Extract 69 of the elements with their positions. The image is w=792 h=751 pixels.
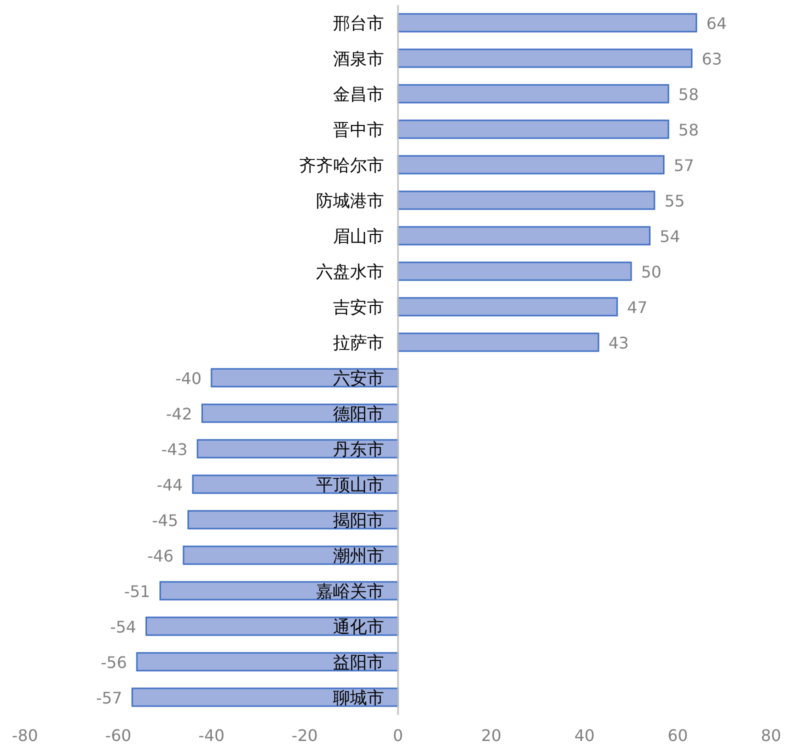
bar [397, 332, 600, 352]
bar [397, 297, 618, 316]
data-label: 58 [678, 120, 699, 140]
data-label: 43 [608, 333, 629, 352]
data-label: -40 [175, 368, 202, 388]
data-label: -43 [161, 440, 188, 459]
data-label: -46 [147, 546, 174, 566]
data-label: -51 [124, 582, 150, 601]
bar [182, 546, 399, 565]
y-tick-label: 齐齐哈尔市 [299, 156, 384, 176]
data-label: 64 [706, 14, 727, 33]
data-label: -44 [156, 475, 183, 494]
data-label: 55 [664, 191, 685, 210]
y-tick-label: 晋中市 [333, 120, 384, 140]
bar [210, 368, 399, 388]
y-tick-label: 益阳市 [333, 652, 384, 673]
data-label: -56 [100, 652, 127, 672]
y-tick-label: 六安市 [333, 368, 384, 389]
bar [136, 652, 399, 672]
bar [192, 474, 399, 494]
bar [131, 688, 399, 707]
y-tick-label: 丹东市 [333, 440, 384, 460]
x-tick-label: -20 [292, 726, 318, 745]
y-tick-label: 德阳市 [333, 404, 384, 424]
bar [397, 120, 670, 139]
x-tick-label: -40 [198, 726, 225, 745]
bar [201, 404, 399, 423]
data-label: -42 [166, 404, 192, 424]
bar [397, 190, 656, 210]
y-tick-label: 六盘水市 [316, 262, 384, 282]
x-tick-label: 0 [392, 726, 404, 745]
data-label: 50 [641, 262, 662, 282]
y-tick-label: 吉安市 [333, 298, 384, 318]
bar [397, 155, 665, 174]
data-label: -45 [152, 510, 178, 530]
y-tick-label: 潮州市 [333, 546, 384, 566]
y-tick-label: 酒泉市 [333, 49, 384, 70]
y-tick-label: 邢台市 [333, 14, 384, 34]
y-tick-label: 防城港市 [316, 191, 384, 212]
data-label: 57 [674, 156, 694, 175]
x-tick-label: 40 [574, 726, 595, 745]
y-tick-label: 平顶山市 [316, 475, 384, 496]
y-tick-label: 眉山市 [333, 226, 384, 247]
bar [397, 84, 670, 104]
bar [397, 262, 632, 281]
y-tick-label: 拉萨市 [333, 333, 384, 354]
x-tick-label: -60 [105, 726, 132, 745]
data-label: 63 [702, 49, 722, 68]
data-label: -57 [96, 688, 122, 708]
bar [145, 616, 399, 636]
data-label: 47 [627, 298, 648, 317]
data-label: 54 [660, 226, 680, 246]
y-tick-label: 通化市 [333, 617, 384, 638]
x-tick-label: 20 [481, 726, 502, 745]
y-tick-label: 嘉峪关市 [316, 582, 384, 602]
bar [159, 581, 399, 600]
data-label: 58 [678, 84, 699, 104]
data-label: -54 [110, 617, 136, 636]
x-tick-label: 60 [668, 726, 688, 745]
y-tick-label: 聊城市 [333, 688, 384, 708]
bar [397, 48, 692, 68]
y-tick-label: 金昌市 [333, 84, 384, 105]
x-tick-label: -80 [12, 726, 38, 745]
bar [397, 13, 698, 32]
bar [397, 226, 651, 246]
y-tick-label: 揭阳市 [333, 510, 384, 531]
x-tick-label: 80 [760, 726, 782, 745]
bar [187, 510, 399, 530]
bar [196, 439, 399, 458]
